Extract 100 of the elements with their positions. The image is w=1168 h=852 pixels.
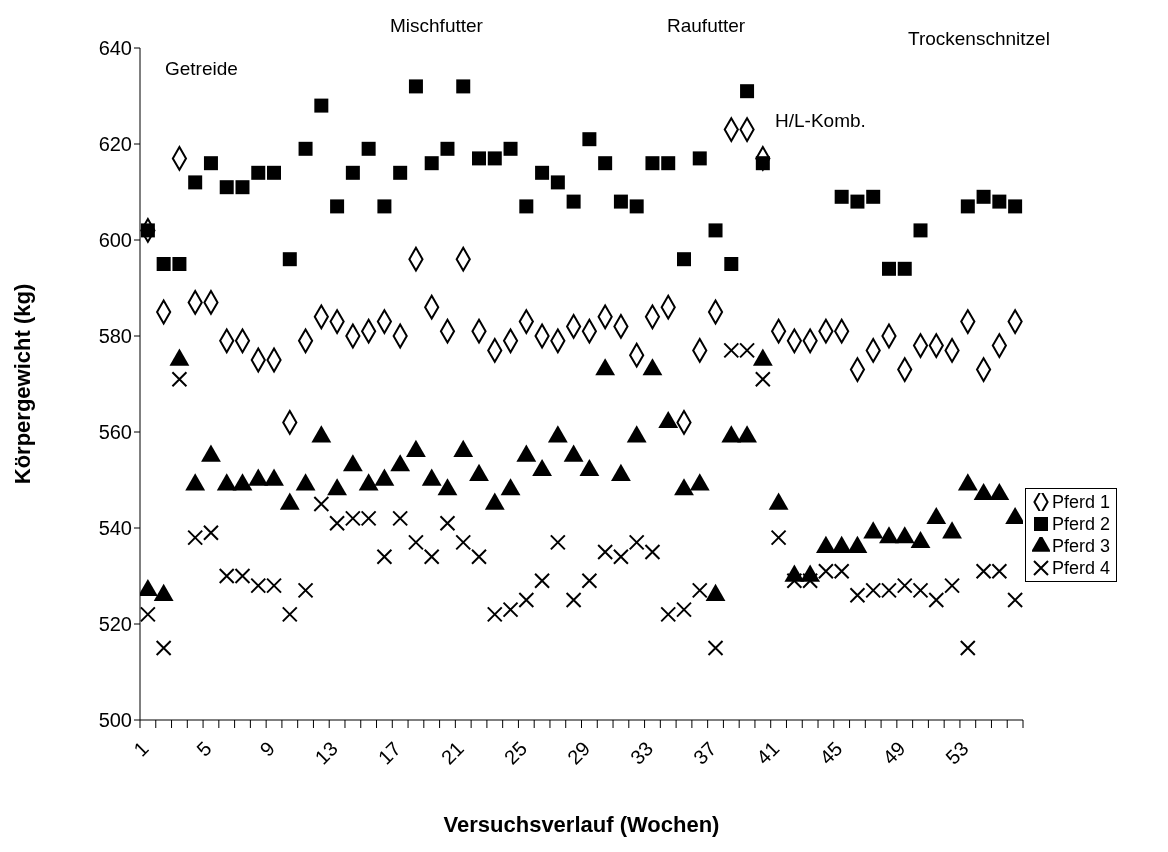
point [708, 223, 723, 238]
point [612, 548, 629, 565]
point [298, 141, 313, 156]
point [834, 189, 849, 204]
point [472, 151, 487, 166]
point [661, 156, 676, 171]
point [565, 592, 582, 608]
point [502, 601, 519, 618]
point [471, 548, 488, 565]
point [455, 534, 472, 551]
point [393, 165, 408, 180]
point [487, 151, 502, 166]
y-tick-label: 560 [98, 421, 132, 444]
point [928, 592, 945, 608]
y-tick-label: 640 [98, 37, 132, 60]
point [675, 601, 692, 618]
x-tick-label: 49 [878, 737, 910, 769]
annotation: Getreide [165, 58, 238, 80]
point [613, 194, 628, 209]
point [629, 199, 644, 214]
point [407, 534, 424, 551]
point [329, 515, 346, 532]
legend-label: Pferd 2 [1052, 513, 1111, 535]
point [313, 496, 330, 512]
point [156, 257, 171, 271]
point [1008, 199, 1023, 214]
x-tick-label: 37 [689, 737, 721, 769]
y-tick-label: 620 [98, 133, 132, 156]
x-tick-label: 45 [815, 737, 847, 769]
point [691, 582, 708, 599]
point [219, 180, 234, 195]
point [598, 156, 613, 171]
point [581, 572, 598, 589]
x-tick-label: 5 [192, 737, 216, 761]
point [628, 534, 645, 551]
point [896, 577, 913, 594]
point [392, 510, 409, 527]
point [549, 534, 566, 551]
point [582, 132, 597, 147]
point [550, 175, 565, 190]
point [754, 371, 771, 388]
point [330, 199, 345, 214]
point [376, 548, 393, 565]
y-axis-title: Körpergewicht (kg) [9, 283, 35, 485]
point [188, 175, 203, 190]
point [235, 180, 250, 195]
point [992, 194, 1007, 209]
point [456, 79, 471, 94]
point [377, 199, 392, 214]
point [707, 640, 724, 656]
point [645, 156, 660, 171]
point [566, 194, 581, 209]
x-tick-label: 25 [499, 737, 532, 769]
point [267, 165, 282, 180]
x-tick-label: 41 [752, 737, 784, 769]
point [881, 261, 896, 276]
point [297, 582, 314, 599]
legend-label: Pferd 1 [1052, 491, 1111, 513]
point [314, 98, 329, 113]
point [534, 572, 551, 589]
point [503, 141, 518, 156]
x-axis-title: Versuchsverlauf (Wochen) [443, 812, 720, 837]
point [976, 189, 991, 204]
annotation: H/L-Komb. [775, 110, 866, 132]
text: Raufutter [667, 15, 746, 37]
x-tick-label: 53 [941, 737, 973, 769]
point [361, 141, 376, 156]
point [944, 577, 961, 594]
point [850, 194, 865, 209]
y-tick-label: 520 [98, 613, 132, 636]
point [282, 252, 297, 267]
point [597, 544, 614, 560]
point [172, 257, 187, 271]
point [519, 199, 534, 214]
x-tick-label: 33 [625, 737, 658, 769]
point [140, 606, 156, 623]
x-tick-label: 13 [310, 737, 342, 769]
point [424, 156, 439, 171]
x-tick-label: 9 [255, 737, 279, 761]
annotation: Trockenschnitzel [908, 28, 1050, 50]
point [676, 252, 691, 267]
point [770, 529, 787, 546]
point [660, 606, 677, 623]
y-tick-label: 580 [98, 325, 132, 348]
point [535, 165, 550, 180]
point [187, 529, 204, 546]
x-tick-label: 29 [562, 737, 595, 769]
y-tick-label: 540 [98, 517, 132, 540]
point [960, 199, 975, 214]
x-tick-label: 21 [436, 737, 469, 769]
point [740, 84, 755, 99]
point [440, 141, 455, 156]
point [155, 640, 172, 656]
point [1007, 592, 1023, 608]
point [423, 548, 440, 565]
point [912, 582, 929, 599]
point [203, 156, 218, 171]
point [281, 606, 298, 623]
point [849, 587, 866, 604]
point [692, 151, 707, 166]
